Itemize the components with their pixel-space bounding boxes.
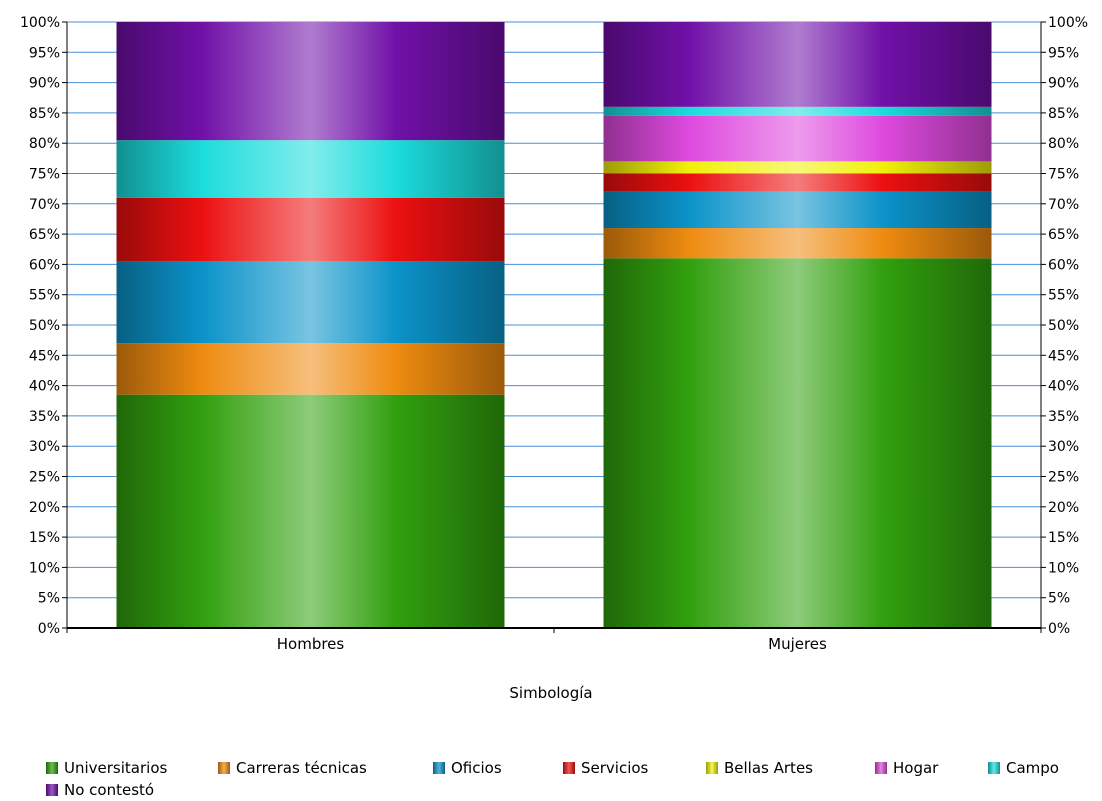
legend-label: No contestó: [64, 781, 155, 799]
legend-swatch: [46, 784, 58, 796]
legend-row: No contestó: [42, 779, 1102, 801]
y-tick-label-left: 0%: [38, 621, 60, 637]
y-tick-label-left: 30%: [29, 439, 60, 455]
legend-label: Hogar: [893, 759, 939, 777]
bar-segment: [603, 115, 992, 162]
y-tick-label-left: 25%: [29, 470, 60, 486]
legend-swatch: [988, 762, 1000, 774]
y-tick-label-right: 75%: [1048, 167, 1079, 183]
legend-swatch: [433, 762, 445, 774]
x-tick-label: Mujeres: [768, 635, 827, 653]
y-tick-label-left: 75%: [29, 167, 60, 183]
y-tick-label-right: 20%: [1048, 500, 1079, 516]
y-tick-label-right: 40%: [1048, 379, 1079, 395]
y-tick-label-left: 65%: [29, 227, 60, 243]
y-tick-label-left: 45%: [29, 348, 60, 364]
legend: Universitarios Carreras técnicas Oficios Se…: [42, 757, 1102, 801]
legend-label: Oficios: [451, 759, 502, 777]
y-tick-label-left: 40%: [29, 379, 60, 395]
y-tick-label-right: 45%: [1048, 348, 1079, 364]
bar-segment: [603, 173, 992, 192]
y-tick-label-left: 90%: [29, 76, 60, 92]
legend-item: Hogar: [871, 759, 984, 777]
y-tick-label-left: 95%: [29, 45, 60, 61]
y-tick-label-right: 85%: [1048, 106, 1079, 122]
legend-swatch: [706, 762, 718, 774]
bar-segment: [603, 22, 992, 107]
y-tick-label-right: 80%: [1048, 136, 1079, 152]
bar-segment: [116, 394, 505, 628]
legend-item: Campo: [984, 759, 1094, 777]
legend-row: Universitarios Carreras técnicas Oficios Se…: [42, 757, 1102, 779]
y-tick-label-right: 25%: [1048, 470, 1079, 486]
legend-item: Carreras técnicas: [214, 759, 429, 777]
y-tick-label-right: 90%: [1048, 76, 1079, 92]
chart-plot: Hombres Mujeres 0% 0% 5% 5% 10% 10% 15% 15% 20% 20%…: [20, 15, 1088, 653]
y-tick-label-right: 5%: [1048, 591, 1070, 607]
y-tick-label-left: 60%: [29, 257, 60, 273]
y-tick-label-right: 55%: [1048, 288, 1079, 304]
y-tick-label-right: 15%: [1048, 530, 1079, 546]
bar-segment: [603, 228, 992, 259]
bar-segment: [116, 22, 505, 141]
legend-swatch: [46, 762, 58, 774]
y-tick-label-right: 60%: [1048, 257, 1079, 273]
y-tick-label-left: 15%: [29, 530, 60, 546]
y-tick-label-right: 35%: [1048, 409, 1079, 425]
y-tick-label-right: 0%: [1048, 621, 1070, 637]
legend-label: Campo: [1006, 759, 1059, 777]
x-tick-label: Hombres: [277, 635, 345, 653]
bar-segment: [603, 191, 992, 229]
legend-item: Bellas Artes: [702, 759, 871, 777]
bar-segment: [116, 197, 505, 262]
bar-segment: [603, 161, 992, 174]
legend-title: Simbología: [509, 684, 593, 702]
legend-item: Oficios: [429, 759, 559, 777]
y-tick-label-right: 30%: [1048, 439, 1079, 455]
y-tick-label-left: 10%: [29, 560, 60, 576]
y-tick-label-left: 50%: [29, 318, 60, 334]
legend-swatch: [218, 762, 230, 774]
bar-segment: [603, 106, 992, 116]
y-tick-label-right: 100%: [1048, 15, 1088, 31]
y-tick-label-left: 85%: [29, 106, 60, 122]
legend-swatch: [875, 762, 887, 774]
bar-segment: [116, 140, 505, 198]
legend-label: Universitarios: [64, 759, 168, 777]
y-tick-label-left: 100%: [20, 15, 60, 31]
y-tick-label-right: 70%: [1048, 197, 1079, 213]
legend-item: Servicios: [559, 759, 702, 777]
y-tick-label-right: 65%: [1048, 227, 1079, 243]
y-tick-label-right: 95%: [1048, 45, 1079, 61]
legend-label: Bellas Artes: [724, 759, 813, 777]
y-tick-label-right: 10%: [1048, 560, 1079, 576]
y-tick-label-right: 50%: [1048, 318, 1079, 334]
legend-item: Universitarios: [42, 759, 214, 777]
legend-swatch: [563, 762, 575, 774]
y-tick-label-left: 80%: [29, 136, 60, 152]
y-tick-label-left: 5%: [38, 591, 60, 607]
bar-segment: [116, 343, 505, 395]
bar-segment: [116, 261, 505, 344]
y-tick-label-left: 35%: [29, 409, 60, 425]
legend-label: Carreras técnicas: [236, 759, 367, 777]
y-tick-label-left: 70%: [29, 197, 60, 213]
y-tick-label-left: 20%: [29, 500, 60, 516]
legend-label: Servicios: [581, 759, 649, 777]
bar-segment: [603, 258, 992, 628]
y-tick-label-left: 55%: [29, 288, 60, 304]
legend-item: No contestó: [42, 781, 154, 799]
